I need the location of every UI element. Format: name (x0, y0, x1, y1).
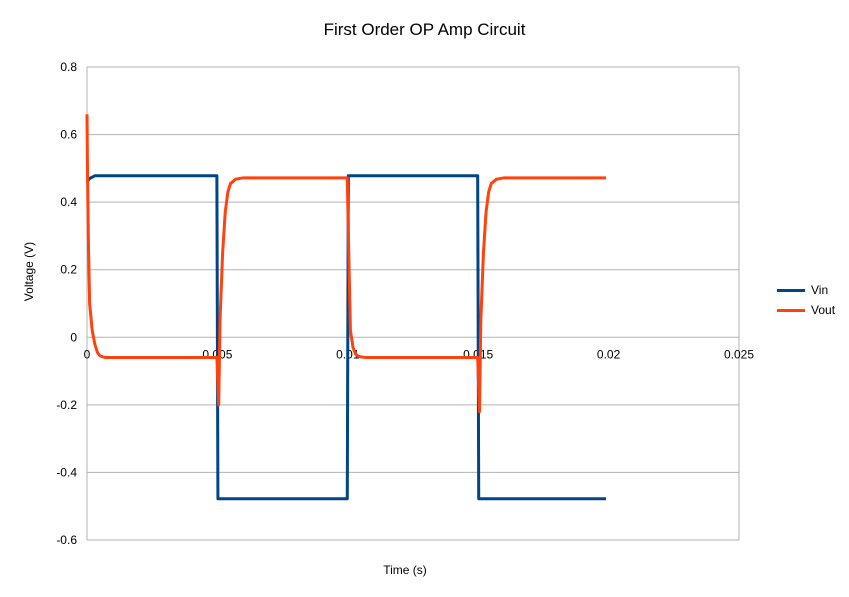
y-tick-label: -0.2 (56, 398, 77, 412)
legend-label-vout: Vout (811, 303, 836, 317)
y-tick-label: 0 (70, 330, 77, 344)
legend-item-vin: Vin (777, 280, 835, 300)
y-axis-label: Voltage (V) (22, 242, 36, 301)
y-tick-label: 0.8 (60, 60, 77, 74)
x-tick-label: 0 (84, 347, 91, 361)
y-tick-label: -0.6 (56, 533, 77, 547)
y-tick-label: 0.2 (60, 263, 77, 277)
series-line-vout (85, 114, 606, 414)
y-tick-label: 0.6 (60, 128, 77, 142)
legend-item-vout: Vout (777, 300, 835, 320)
chart-title: First Order OP Amp Circuit (323, 20, 526, 39)
legend-label-vin: Vin (811, 283, 829, 297)
legend-swatch-vout (777, 308, 805, 312)
y-tick-label: -0.4 (56, 465, 77, 479)
legend: Vin Vout (777, 280, 835, 320)
series-line-vin (85, 174, 606, 501)
x-axis-label: Time (s) (383, 563, 427, 577)
x-tick-label: 0.02 (597, 347, 621, 361)
y-tick-label: 0.4 (60, 195, 77, 209)
legend-swatch-vin (777, 288, 805, 292)
x-tick-label: 0.025 (724, 347, 754, 361)
